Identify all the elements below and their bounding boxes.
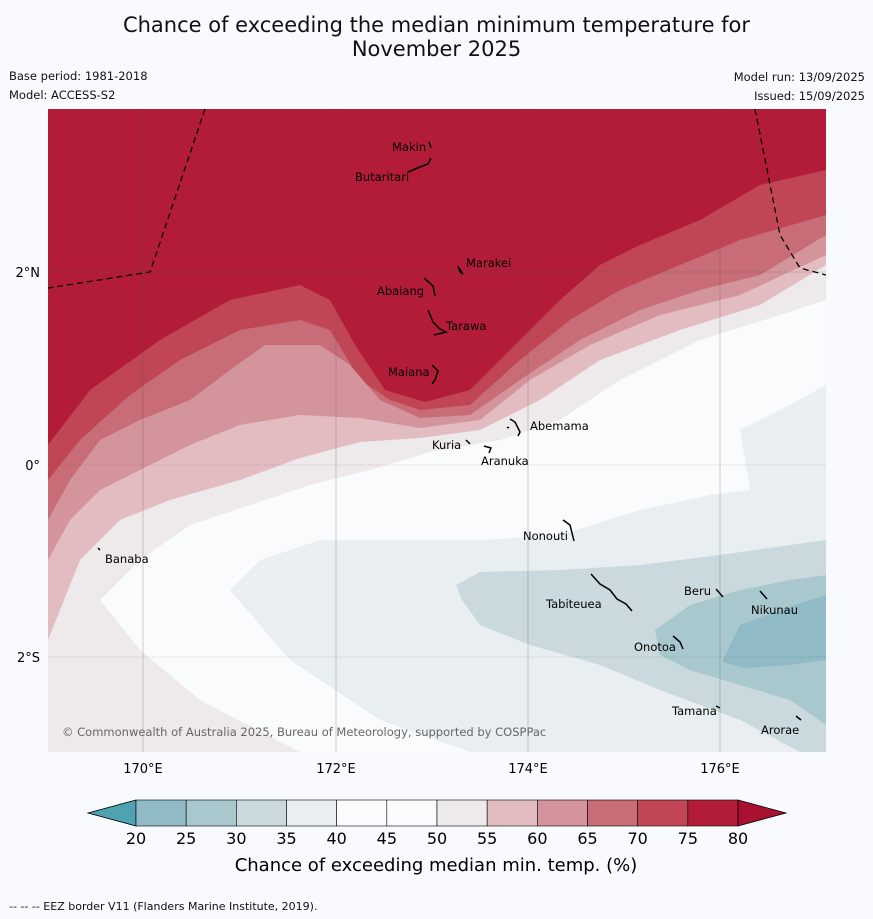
colorbar-cell [687, 799, 739, 827]
place-nonouti: Nonouti [523, 529, 568, 543]
colorbar-cell [436, 799, 488, 827]
model-label: Model: ACCESS-S2 [9, 88, 116, 102]
copyright-notice: © Commonwealth of Australia 2025, Bureau… [62, 725, 546, 739]
lat-label-2n: 2°N [16, 266, 41, 281]
colorbar-tick-label: 40 [326, 829, 346, 848]
colorbar-cell [587, 799, 638, 827]
colorbar-cell [286, 799, 337, 827]
colorbar-cell [537, 799, 588, 827]
map-title-line1: Chance of exceeding the median minimum t… [122, 13, 751, 37]
place-abemama: Abemama [530, 419, 589, 433]
place-kuria: Kuria [432, 438, 461, 452]
graticule [48, 109, 826, 752]
colorbar-tick-label: 35 [276, 829, 296, 848]
place-makin: Makin [392, 140, 426, 154]
place-nikunau: Nikunau [751, 603, 798, 617]
colorbar-tick-label: 70 [627, 829, 647, 848]
colorbar-tick-label: 65 [577, 829, 597, 848]
island-outlines [97, 141, 802, 721]
issued-label: Issued: 15/09/2025 [754, 89, 865, 103]
lat-label-0: 0° [25, 459, 40, 474]
lon-label-176e: 176°E [700, 762, 740, 777]
colorbar-tick-label: 60 [527, 829, 547, 848]
colorbar-label: Chance of exceeding median min. temp. (%… [235, 855, 638, 876]
place-tarawa: Tarawa [445, 319, 486, 333]
model-run-label: Model run: 13/09/2025 [733, 70, 865, 84]
lon-label-174e: 174°E [508, 762, 548, 777]
colorbar-cell [386, 799, 438, 827]
place-banaba: Banaba [105, 552, 149, 566]
place-onotoa: Onotoa [634, 640, 676, 654]
island-makin-outline [428, 141, 432, 149]
eez-footnote: -- -- -- EEZ border V11 (Flanders Marine… [9, 900, 318, 913]
lon-label-172e: 172°E [316, 762, 356, 777]
colorbar-tick-label: 80 [728, 829, 748, 848]
eez-border [48, 109, 826, 289]
colorbar-tick-label: 75 [678, 829, 698, 848]
place-arorae: Arorae [761, 723, 799, 737]
colorbar-tick-label: 20 [126, 829, 146, 848]
place-tabiteuea: Tabiteuea [545, 597, 602, 611]
colorbar-cell [135, 799, 187, 827]
contour-map: Makin Butaritari Marakei Abaiang Tarawa … [48, 109, 826, 752]
colorbar-low-arrow [86, 799, 137, 827]
place-tamana: Tamana [671, 704, 717, 718]
colorbar-cell [236, 799, 287, 827]
place-marakei: Marakei [466, 256, 511, 270]
place-butaritari: Butaritari [355, 170, 409, 184]
colorbar-high-arrow [737, 799, 788, 827]
colorbar-tick-label: 25 [176, 829, 196, 848]
lat-label-2s: 2°S [17, 651, 40, 666]
colorbar-tick-label: 30 [226, 829, 246, 848]
colorbar-cell [486, 799, 538, 827]
colorbar-cell [185, 799, 237, 827]
base-period-label: Base period: 1981-2018 [9, 69, 148, 83]
lon-label-170e: 170°E [123, 762, 163, 777]
place-beru: Beru [684, 584, 711, 598]
place-maiana: Maiana [388, 365, 430, 379]
colorbar-tick-label: 45 [377, 829, 397, 848]
place-aranuka: Aranuka [481, 454, 529, 468]
map-title-line2: November 2025 [351, 37, 522, 61]
place-abaiang: Abaiang [377, 284, 424, 298]
colorbar-cell [637, 799, 689, 827]
colorbar-tick-label: 50 [427, 829, 447, 848]
colorbar-tick-label: 55 [477, 829, 497, 848]
colorbar-cell [336, 799, 388, 827]
band-25-30 [722, 595, 826, 668]
colorbar: 20 25 30 35 40 45 50 55 60 65 70 75 80 [86, 799, 788, 848]
